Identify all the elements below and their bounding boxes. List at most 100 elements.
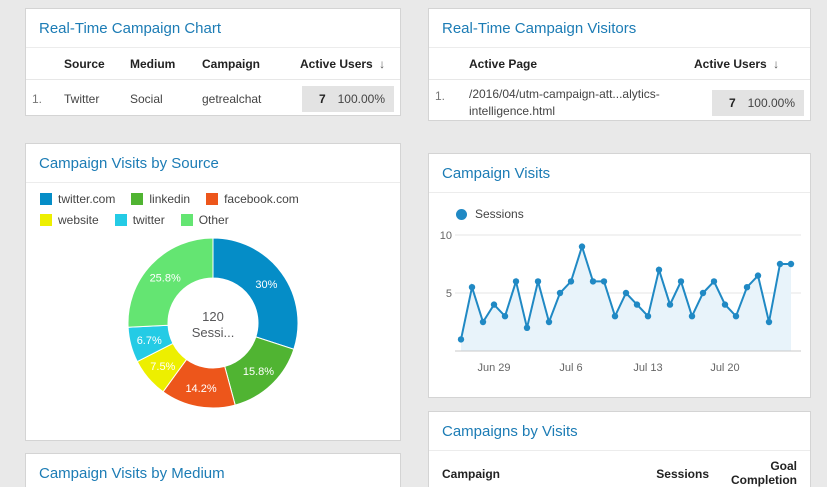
- sessions-data-point[interactable]: [589, 278, 597, 285]
- legend-item-Other[interactable]: Other: [180, 213, 229, 227]
- sessions-data-point[interactable]: [567, 278, 575, 285]
- sessions-data-point[interactable]: [501, 313, 509, 320]
- x-axis-label: Jul 6: [559, 362, 582, 374]
- sessions-data-point[interactable]: [710, 278, 718, 285]
- sessions-data-point[interactable]: [556, 289, 564, 297]
- sessions-data-point[interactable]: [523, 324, 531, 331]
- legend-swatch-icon: [114, 214, 127, 226]
- donut-slice-Other[interactable]: [127, 237, 214, 328]
- legend-item-linkedin[interactable]: linkedin: [131, 192, 190, 206]
- source-column-header[interactable]: Source: [58, 48, 124, 80]
- card-campaign-visits-by-medium: Campaign Visits by Medium: [25, 453, 401, 487]
- legend-item-website[interactable]: website: [40, 213, 99, 227]
- donut-slice-label: 30%: [255, 279, 277, 291]
- sessions-data-point[interactable]: [600, 278, 608, 285]
- row-campaign: getrealchat: [202, 92, 262, 106]
- card-campaign-visits: Campaign Visits Sessions 5 10 Jun 29 Jul 6 J…: [428, 153, 811, 398]
- legend-swatch-icon: [40, 214, 52, 226]
- campaign-visits-by-source-title[interactable]: Campaign Visits by Source: [26, 144, 400, 183]
- row-index: 1.: [32, 92, 43, 106]
- index-column-header: [429, 48, 463, 80]
- sessions-data-point[interactable]: [644, 313, 652, 320]
- campaign-column-header[interactable]: Campaign: [442, 466, 501, 481]
- active-users-column-header[interactable]: Active Users: [694, 57, 767, 71]
- donut-slice-label: 14.2%: [185, 383, 216, 395]
- donut-legend: twitter.com linkedin facebook.com website tw…: [26, 183, 356, 227]
- sessions-data-point[interactable]: [787, 260, 795, 268]
- x-axis-label: Jul 13: [633, 362, 662, 374]
- legend-item-twitter.com[interactable]: twitter.com: [40, 192, 115, 206]
- sessions-legend-label: Sessions: [475, 207, 524, 221]
- sessions-data-point[interactable]: [732, 313, 740, 320]
- x-axis-label: Jul 20: [710, 362, 739, 374]
- sort-descending-icon[interactable]: ↓: [379, 57, 386, 71]
- sessions-data-point[interactable]: [479, 318, 487, 326]
- campaign-visits-title[interactable]: Campaign Visits: [429, 154, 810, 193]
- active-users-column-header[interactable]: Active Users: [300, 57, 373, 71]
- donut-slice-label: 7.5%: [150, 361, 175, 373]
- donut-slice-label: 25.8%: [150, 273, 181, 285]
- active-users-cell: 7 100.00%: [712, 90, 804, 117]
- active-users-percent: 100.00%: [747, 96, 795, 111]
- legend-label: linkedin: [149, 192, 191, 206]
- legend-label: Other: [198, 213, 229, 227]
- sessions-data-point[interactable]: [776, 260, 784, 268]
- donut-center-value: 120: [202, 309, 224, 324]
- row-active-page: /2016/04/utm-campaign-att...alytics-inte…: [469, 87, 660, 119]
- legend-label: website: [58, 213, 99, 227]
- legend-item-twitter[interactable]: twitter: [114, 213, 165, 227]
- goal-completion-column-header[interactable]: Goal Completion: [731, 459, 797, 487]
- active-users-count: 7: [318, 92, 326, 106]
- sessions-data-point[interactable]: [677, 278, 685, 285]
- sessions-data-point[interactable]: [545, 318, 553, 326]
- sessions-data-point[interactable]: [578, 243, 586, 250]
- sessions-legend[interactable]: Sessions: [429, 193, 810, 221]
- sessions-data-point[interactable]: [743, 284, 751, 291]
- legend-label: twitter: [132, 213, 165, 227]
- card-realtime-campaign-visitors: Real-Time Campaign Visitors Active Page …: [428, 8, 811, 121]
- sessions-data-point[interactable]: [721, 301, 729, 308]
- legend-item-facebook.com[interactable]: facebook.com: [206, 192, 299, 206]
- sessions-data-point[interactable]: [622, 289, 630, 297]
- sessions-data-point[interactable]: [765, 318, 773, 326]
- active-users-cell: 7 100.00%: [302, 86, 394, 112]
- sort-descending-icon[interactable]: ↓: [773, 57, 780, 71]
- realtime-campaign-visitors-title[interactable]: Real-Time Campaign Visitors: [429, 9, 810, 48]
- medium-column-header[interactable]: Medium: [124, 48, 196, 80]
- active-page-column-header[interactable]: Active Page: [463, 48, 688, 80]
- sessions-column-header[interactable]: Sessions: [656, 466, 709, 481]
- campaigns-table-header-row: Campaign Sessions Goal Completion: [429, 451, 810, 487]
- y-axis-label: 10: [440, 230, 452, 242]
- source-donut-chart: 30% 15.8% 14.2% 7.5% 6.7% 25.8% 120Sessi...: [127, 237, 299, 409]
- legend-swatch-icon: [40, 193, 52, 205]
- index-column-header: [26, 48, 58, 80]
- campaign-visits-by-medium-title[interactable]: Campaign Visits by Medium: [26, 454, 400, 487]
- sessions-data-point[interactable]: [468, 284, 476, 291]
- sessions-data-point[interactable]: [512, 278, 520, 285]
- legend-swatch-icon: [131, 193, 144, 205]
- realtime-chart-table: Source Medium Campaign Active Users ↓ 1.…: [26, 48, 400, 115]
- sessions-data-point[interactable]: [534, 278, 542, 285]
- realtime-visitors-table: Active Page Active Users ↓ 1. /2016/04/u…: [429, 48, 810, 120]
- sessions-legend-dot-icon: [456, 208, 467, 220]
- campaign-column-header[interactable]: Campaign: [196, 48, 294, 80]
- sessions-data-point[interactable]: [633, 301, 641, 308]
- sessions-data-point[interactable]: [699, 289, 707, 297]
- donut-slice-twitter.com[interactable]: [212, 237, 299, 350]
- realtime-campaign-chart-title[interactable]: Real-Time Campaign Chart: [26, 9, 400, 48]
- sessions-data-point[interactable]: [611, 313, 619, 320]
- legend-swatch-icon: [206, 193, 219, 205]
- sessions-data-point[interactable]: [754, 272, 762, 279]
- campaigns-by-visits-title[interactable]: Campaigns by Visits: [429, 412, 810, 451]
- table-header-row: Active Page Active Users ↓: [429, 48, 810, 80]
- legend-label: facebook.com: [224, 192, 299, 206]
- legend-label: twitter.com: [58, 192, 116, 206]
- card-campaign-visits-by-source: Campaign Visits by Source twitter.com lin…: [25, 143, 401, 441]
- row-index: 1.: [435, 89, 446, 103]
- sessions-data-point[interactable]: [688, 313, 696, 320]
- sessions-data-point[interactable]: [457, 336, 465, 343]
- sessions-data-point[interactable]: [666, 301, 674, 308]
- sessions-data-point[interactable]: [490, 301, 498, 308]
- sessions-data-point[interactable]: [655, 266, 663, 273]
